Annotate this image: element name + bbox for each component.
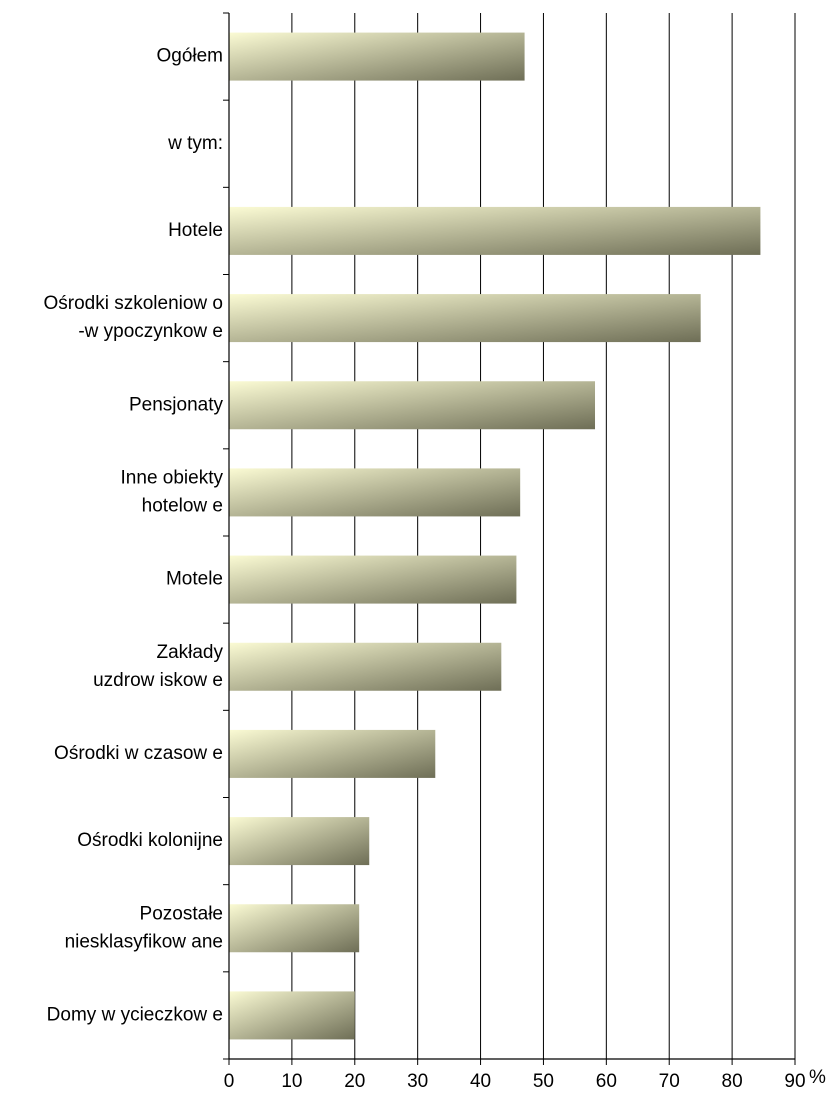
bar	[229, 904, 360, 953]
x-tick-label: 30	[407, 1071, 428, 1092]
x-tick-labels: 0 10 20 30 40 50 60 70 80 90%	[224, 1067, 826, 1092]
category-label: niesklasyfikow ane	[65, 931, 223, 952]
category-label: -w ypoczynkow e	[78, 321, 223, 342]
category-label: Pozostałe	[140, 903, 223, 924]
x-tick-label: 80	[722, 1071, 743, 1092]
category-label: Motele	[166, 569, 223, 590]
category-labels: Ogółem w tym: Hotele Ośrodki szkoleniow o -w…	[43, 46, 223, 1026]
category-label: Pensjonaty	[129, 394, 224, 415]
bar	[229, 381, 596, 430]
category-label: Zakłady	[156, 642, 223, 663]
bar	[229, 206, 761, 255]
x-tick-label: 10	[281, 1071, 302, 1092]
x-tick-label: 70	[659, 1071, 680, 1092]
x-tick-label: 20	[344, 1071, 365, 1092]
x-tick-label: 40	[470, 1071, 491, 1092]
bar	[229, 32, 525, 81]
axes	[223, 12, 796, 1065]
bar	[229, 991, 355, 1040]
category-label: hotelow e	[142, 495, 223, 516]
bar	[229, 642, 502, 691]
category-label: uzdrow iskow e	[93, 670, 223, 691]
bar	[229, 468, 521, 517]
category-label: Inne obiekty	[121, 467, 224, 488]
x-tick-label: 0	[224, 1071, 235, 1092]
bar	[229, 294, 701, 343]
gridlines	[291, 13, 796, 1059]
bar	[229, 555, 517, 604]
bar	[229, 817, 370, 866]
x-tick-label: 90	[784, 1071, 805, 1092]
bars	[229, 32, 761, 1040]
category-label: Ośrodki kolonijne	[77, 830, 223, 851]
category-label: Ogółem	[156, 46, 223, 67]
category-label: Domy w ycieczkow e	[47, 1004, 223, 1025]
x-tick-label: 50	[533, 1071, 554, 1092]
unit-label: %	[809, 1067, 826, 1088]
category-label: Ośrodki szkoleniow o	[43, 293, 223, 314]
bar	[229, 729, 436, 778]
x-tick-label: 60	[596, 1071, 617, 1092]
category-label: Hotele	[168, 220, 223, 241]
category-label: w tym:	[167, 133, 223, 154]
category-label: Ośrodki w czasow e	[54, 743, 223, 764]
